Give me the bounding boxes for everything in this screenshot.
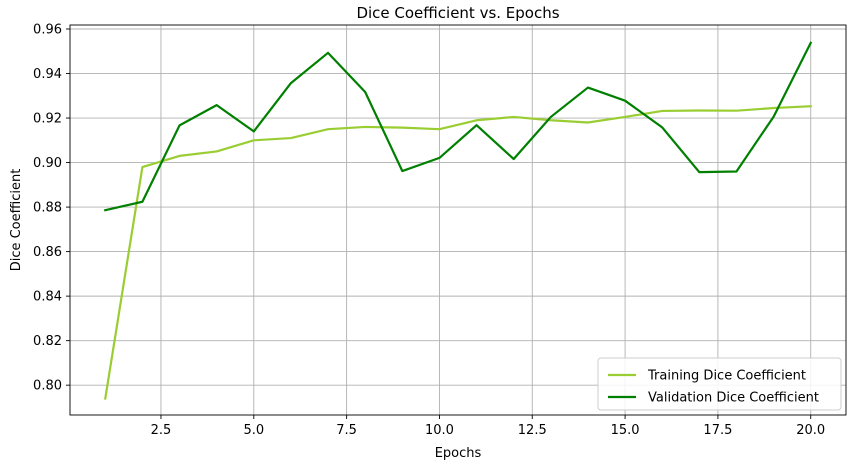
x-tick-label: 7.5 [336, 423, 357, 438]
grid [70, 25, 846, 415]
x-tick-label: 10.0 [425, 423, 454, 438]
x-tick-label: 15.0 [611, 423, 640, 438]
y-tick-label: 0.96 [33, 23, 62, 38]
legend-box [597, 357, 842, 411]
plot-frame [69, 24, 847, 416]
series-lines [103, 41, 813, 400]
y-tick-label: 0.88 [33, 201, 62, 216]
y-tick-label: 0.92 [33, 112, 62, 127]
x-axis-title: Epochs [435, 446, 482, 461]
y-tick-label: 0.82 [33, 334, 62, 349]
y-tick-label: 0.90 [33, 156, 62, 171]
x-tick-label: 5.0 [243, 423, 264, 438]
legend-label-training: Training Dice Coefficient [647, 369, 806, 384]
validation-dice-line [103, 41, 813, 212]
y-tick-label: 0.94 [33, 67, 62, 82]
x-tick-label: 12.5 [518, 423, 547, 438]
legend-label-validation: Validation Dice Coefficient [648, 391, 819, 406]
legend: Training Dice Coefficient Validation Dic… [597, 357, 842, 411]
x-tick-label: 17.5 [703, 423, 732, 438]
training-dice-line [104, 105, 812, 400]
y-tick-label: 0.84 [33, 290, 62, 305]
ticks: 2.5 5.0 7.5 10.0 12.5 15.0 17.5 20.0 0.80 0.82 0.8… [33, 23, 825, 438]
chart-title: Dice Coefficient vs. Epochs [356, 4, 559, 22]
y-axis-title: Dice Coefficient [9, 169, 24, 272]
y-tick-label: 0.80 [33, 379, 62, 394]
x-tick-label: 2.5 [151, 423, 172, 438]
x-tick-label: 20.0 [796, 423, 825, 438]
y-tick-label: 0.86 [33, 245, 62, 260]
